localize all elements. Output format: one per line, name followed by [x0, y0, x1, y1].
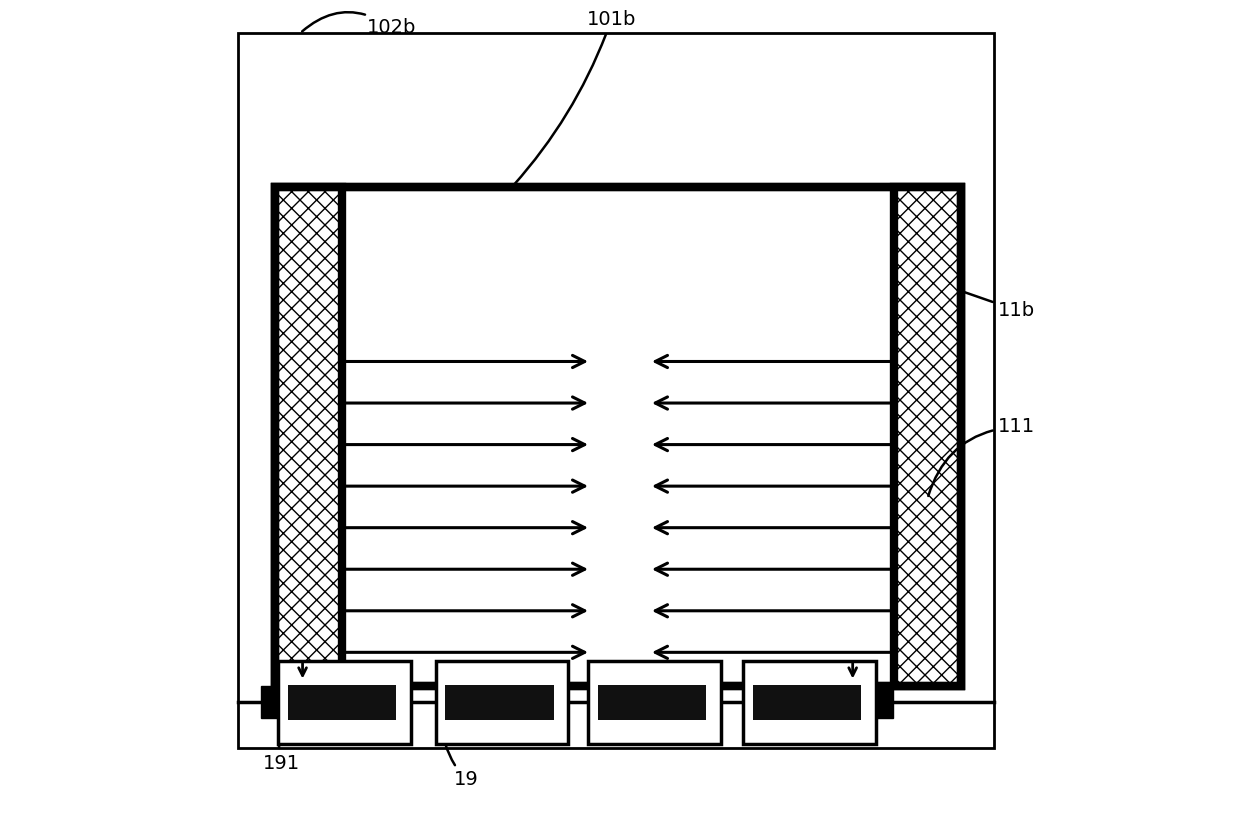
Bar: [753, 685, 861, 720]
Bar: [743, 661, 875, 744]
Bar: [238, 33, 994, 748]
Bar: [599, 685, 707, 720]
Bar: [435, 661, 568, 744]
Bar: [278, 661, 410, 744]
Bar: [275, 187, 961, 686]
Text: 19: 19: [441, 717, 479, 789]
Bar: [589, 661, 722, 744]
Bar: [288, 685, 396, 720]
Bar: [275, 187, 961, 686]
Text: 111: 111: [929, 417, 1035, 496]
Bar: [275, 187, 341, 686]
Text: 101b: 101b: [513, 10, 636, 185]
Bar: [875, 686, 893, 718]
Text: 102b: 102b: [303, 12, 415, 37]
Text: 191: 191: [263, 704, 300, 773]
Bar: [445, 685, 553, 720]
Text: 11b: 11b: [963, 292, 1035, 320]
Bar: [260, 686, 278, 718]
Bar: [894, 187, 961, 686]
